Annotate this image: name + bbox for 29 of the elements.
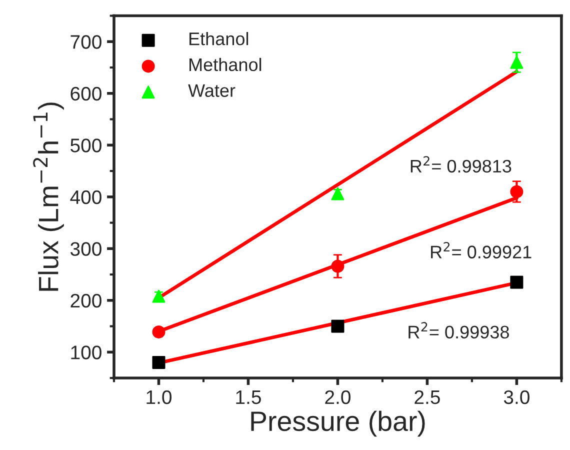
legend-label: Ethanol — [190, 32, 248, 46]
annotation: R$^{2}$= 0.99938 — [408, 322, 509, 339]
y-tick-label: 700 — [70, 35, 102, 49]
point — [152, 290, 166, 303]
x-tick-label: 3.0 — [504, 390, 530, 404]
point — [510, 56, 524, 69]
x-tick-label: 2.5 — [414, 390, 440, 404]
x-tick-label: 1.0 — [146, 390, 172, 404]
legend-label: Water — [188, 84, 236, 97]
y-axis-title: Flux (Lm$^{−2}$h$^{−1}$) — [33, 102, 64, 291]
annotation: R$^{2}$= 0.99921 — [431, 242, 532, 258]
point — [152, 356, 166, 369]
y-tick-label: 500 — [70, 138, 102, 152]
point — [331, 320, 344, 333]
point — [331, 187, 344, 200]
point — [510, 185, 524, 198]
y-tick-label: 400 — [70, 190, 102, 204]
annotation: R$^{2}$= 0.99813 — [410, 156, 512, 173]
point — [152, 325, 166, 338]
y-tick-label: 600 — [70, 86, 102, 101]
x-axis-title: Pressure (bar) — [251, 410, 425, 437]
point — [510, 276, 524, 289]
x-tick-label: 1.5 — [236, 390, 261, 404]
legend-label: Methanol — [190, 58, 262, 72]
x-tick-label: 2.0 — [325, 390, 350, 404]
y-tick-label: 300 — [70, 242, 102, 256]
point — [331, 260, 344, 273]
y-tick-label: 200 — [70, 294, 102, 308]
y-tick-label: 100 — [71, 346, 102, 360]
